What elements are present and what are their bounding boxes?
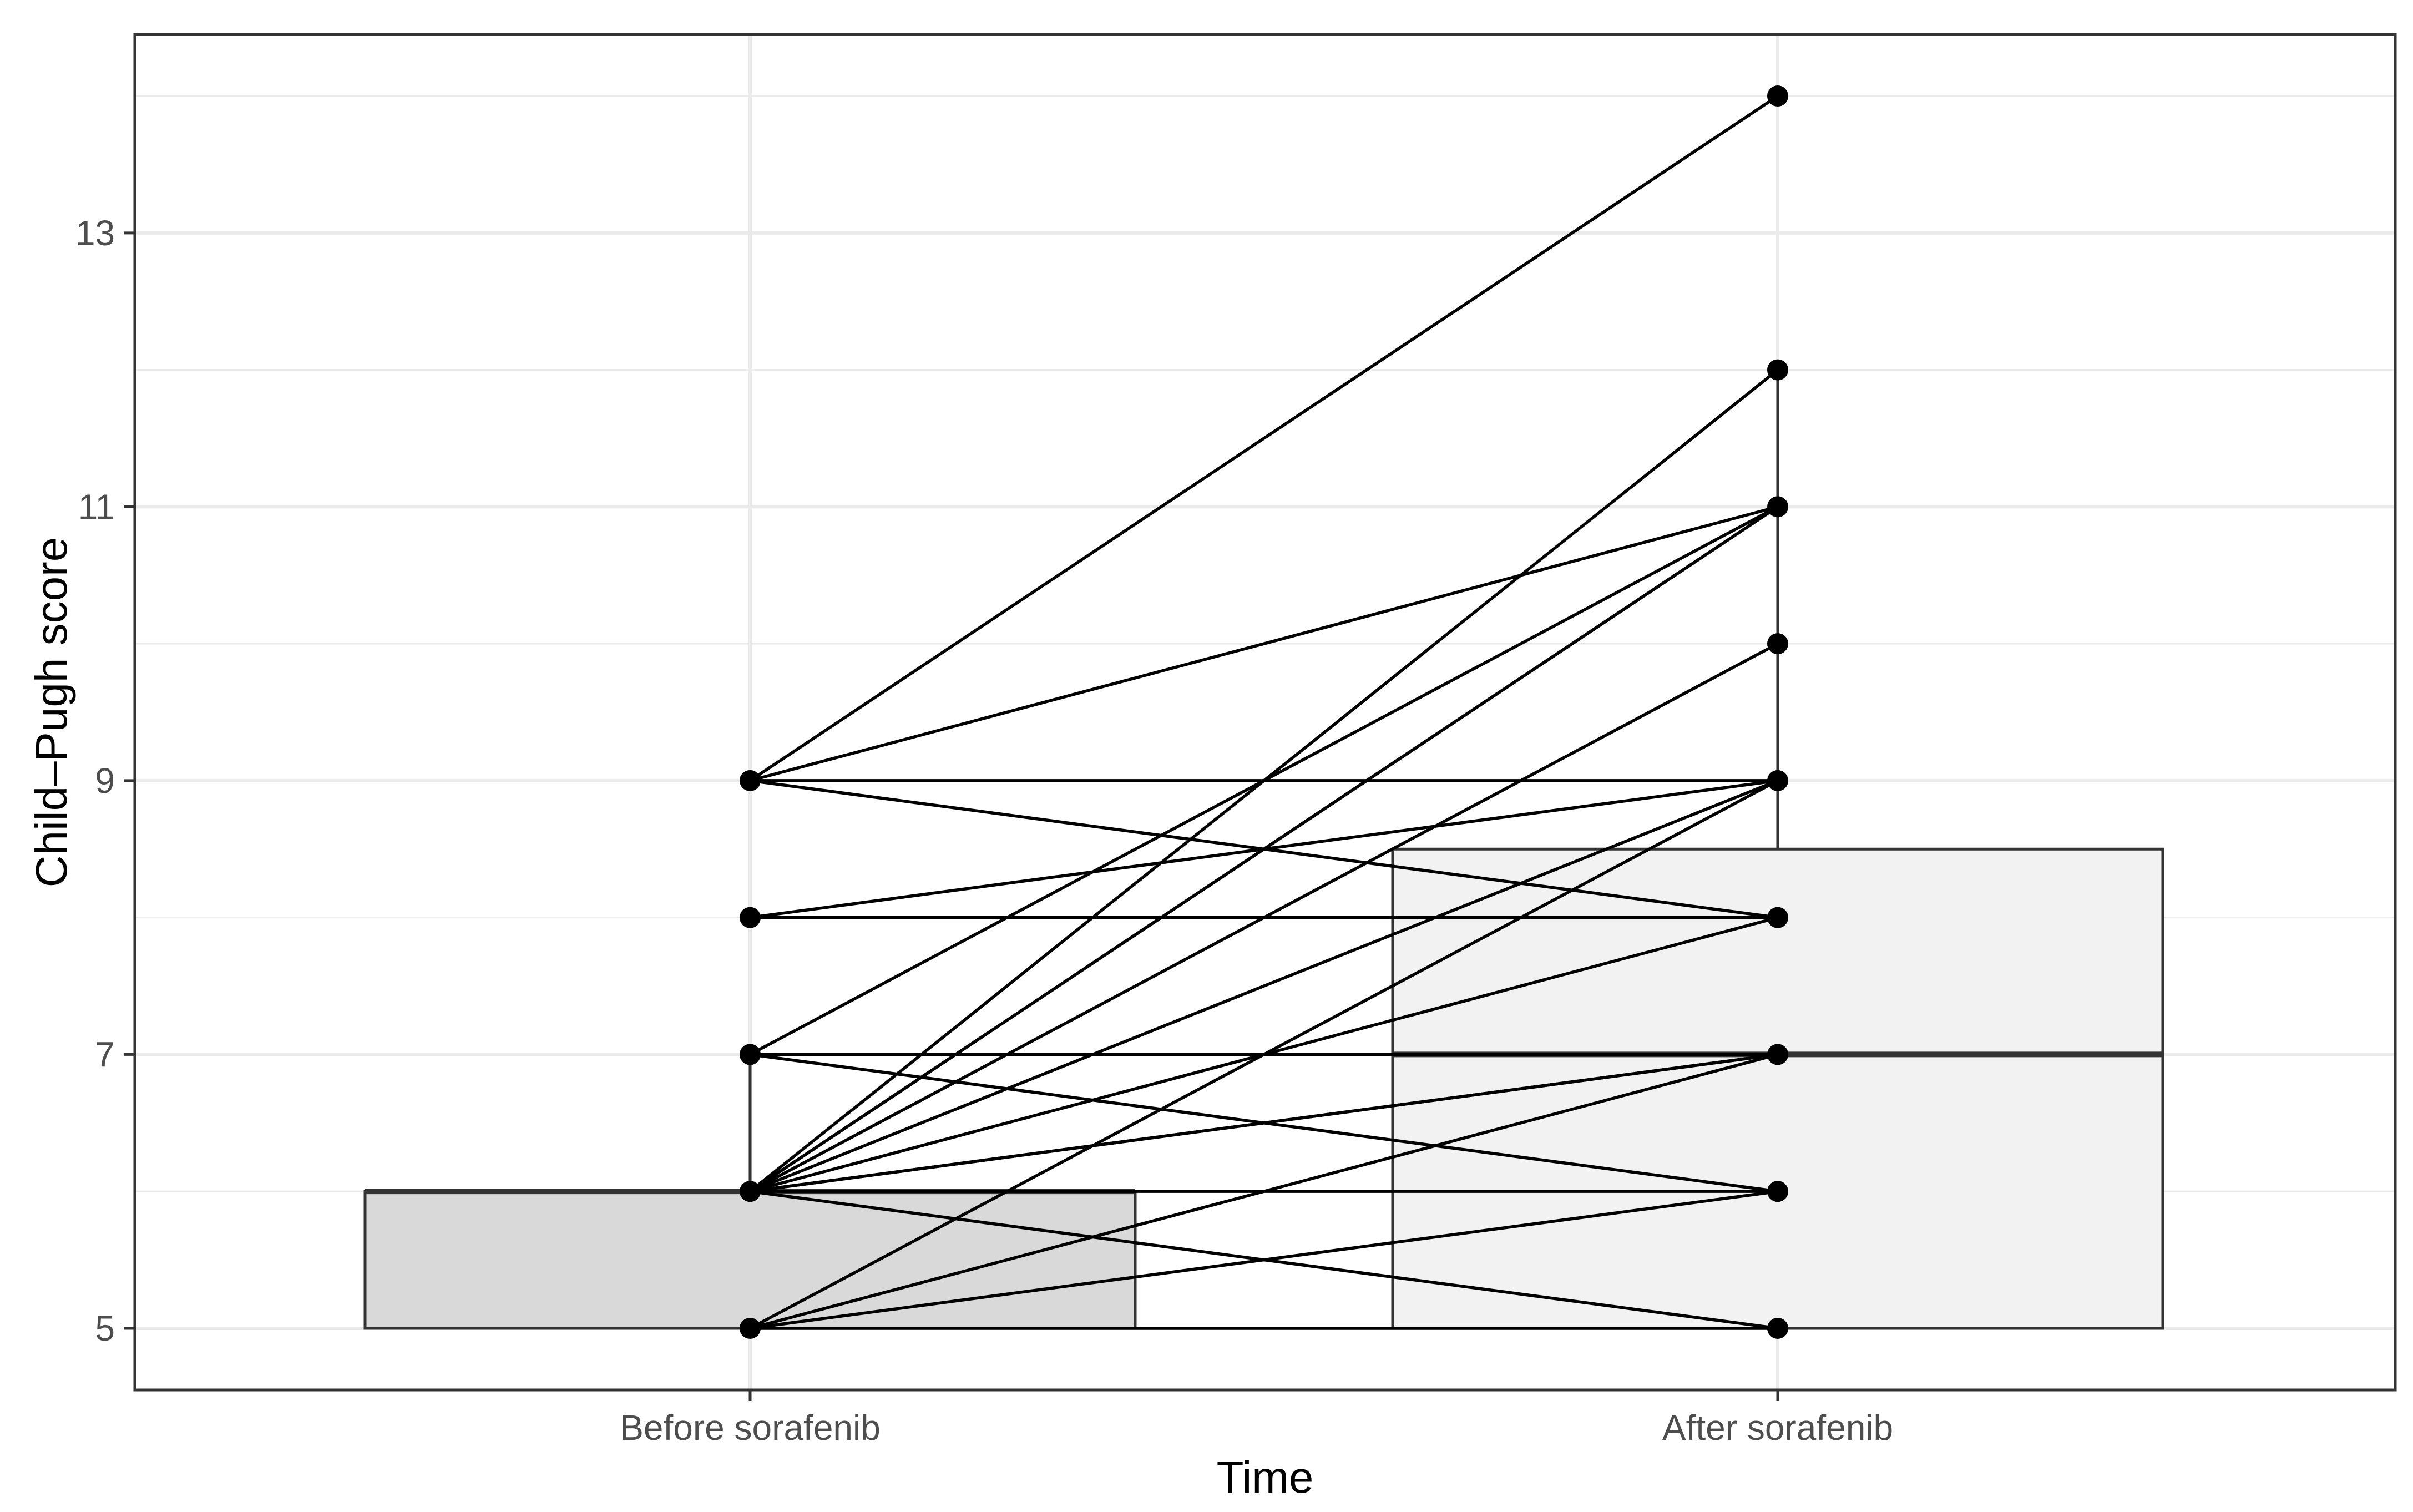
paired-line <box>750 1053 1778 1330</box>
point-before <box>740 770 761 791</box>
point-before <box>740 1044 761 1065</box>
paired-line <box>749 779 1779 1330</box>
point-after <box>1767 770 1788 791</box>
box-body <box>363 1190 1137 1330</box>
paired-line <box>749 505 1779 1193</box>
point-after <box>1767 496 1788 518</box>
data-points <box>740 85 1788 1339</box>
paired-line <box>749 779 1779 1193</box>
point-before <box>740 907 761 928</box>
paired-line <box>749 368 1779 1193</box>
x-axis-title: Time <box>1217 1453 1314 1502</box>
paired-line <box>750 1190 1778 1330</box>
paired-lines <box>749 94 1779 1330</box>
axes: 5 7 9 11 13 Before sorafenib After sorafenib <box>75 213 1893 1448</box>
point-after <box>1767 359 1788 381</box>
y-axis-title: Child–Pugh score <box>27 537 76 887</box>
y-tick-label: 5 <box>95 1308 115 1348</box>
x-tick-label: Before sorafenib <box>620 1408 881 1448</box>
point-after <box>1767 1317 1788 1339</box>
x-tick-label: After sorafenib <box>1662 1408 1893 1448</box>
paired-line <box>750 1053 1778 1193</box>
y-tick-label: 7 <box>95 1034 115 1074</box>
point-after <box>1767 633 1788 655</box>
paired-line <box>749 94 1779 782</box>
y-tick-label: 11 <box>78 487 115 527</box>
point-after <box>1767 85 1788 107</box>
paired-line <box>750 505 1778 782</box>
y-tick-label: 13 <box>75 213 115 253</box>
point-after <box>1767 1181 1788 1202</box>
point-after <box>1767 907 1788 928</box>
panel-border <box>133 33 2397 1392</box>
point-before <box>740 1181 761 1202</box>
y-tick-label: 9 <box>95 761 115 801</box>
paired-line <box>749 642 1779 1193</box>
point-after <box>1767 1044 1788 1065</box>
point-before <box>740 1317 761 1339</box>
